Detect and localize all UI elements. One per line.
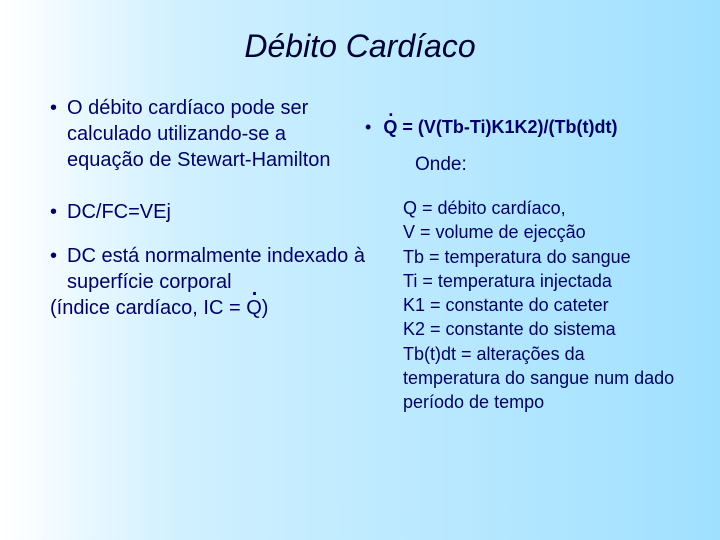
bullet-dot-icon: • <box>50 199 57 225</box>
content-area: • O débito cardíaco pode ser calculado u… <box>0 95 720 415</box>
bullet-item-2: • DC/FC=VEj <box>50 199 365 225</box>
onde-label: Onde: <box>415 154 680 176</box>
formula-row: • Q = (V(Tb-Ti)K1K2)/(Tb(t)dt) <box>365 117 680 138</box>
bullet-text-1: O débito cardíaco pode ser calculado uti… <box>67 95 365 173</box>
tail-pre: (índice cardíaco, IC = <box>50 297 246 319</box>
bullet-text-3-tail: (índice cardíaco, IC = Q) <box>50 295 365 321</box>
bullet-item-3: • DC está normalmente indexado à superfí… <box>50 243 365 295</box>
bullet-dot-icon: • <box>50 243 57 295</box>
bullet-text-2: DC/FC=VEj <box>67 199 171 225</box>
slide-title: Débito Cardíaco <box>0 0 720 95</box>
legend-block: Q = débito cardíaco, V = volume de ejecç… <box>403 196 680 415</box>
q-dot-icon: Q <box>383 117 397 138</box>
left-column: • O débito cardíaco pode ser calculado u… <box>50 95 365 415</box>
bullet-dot-icon: • <box>50 95 57 173</box>
q-dot-icon: Q <box>246 295 262 321</box>
bullet-item-3-group: • DC está normalmente indexado à superfí… <box>50 243 365 321</box>
tail-post: ) <box>262 297 269 319</box>
formula-rest: = (V(Tb-Ti)K1K2)/(Tb(t)dt) <box>397 117 617 137</box>
formula-text: Q = (V(Tb-Ti)K1K2)/(Tb(t)dt) <box>383 117 617 138</box>
bullet-dot-icon: • <box>365 117 371 138</box>
right-column: • Q = (V(Tb-Ti)K1K2)/(Tb(t)dt) Onde: Q =… <box>365 95 680 415</box>
bullet-item-1: • O débito cardíaco pode ser calculado u… <box>50 95 365 173</box>
bullet-text-3: DC está normalmente indexado à superfíci… <box>67 243 365 295</box>
